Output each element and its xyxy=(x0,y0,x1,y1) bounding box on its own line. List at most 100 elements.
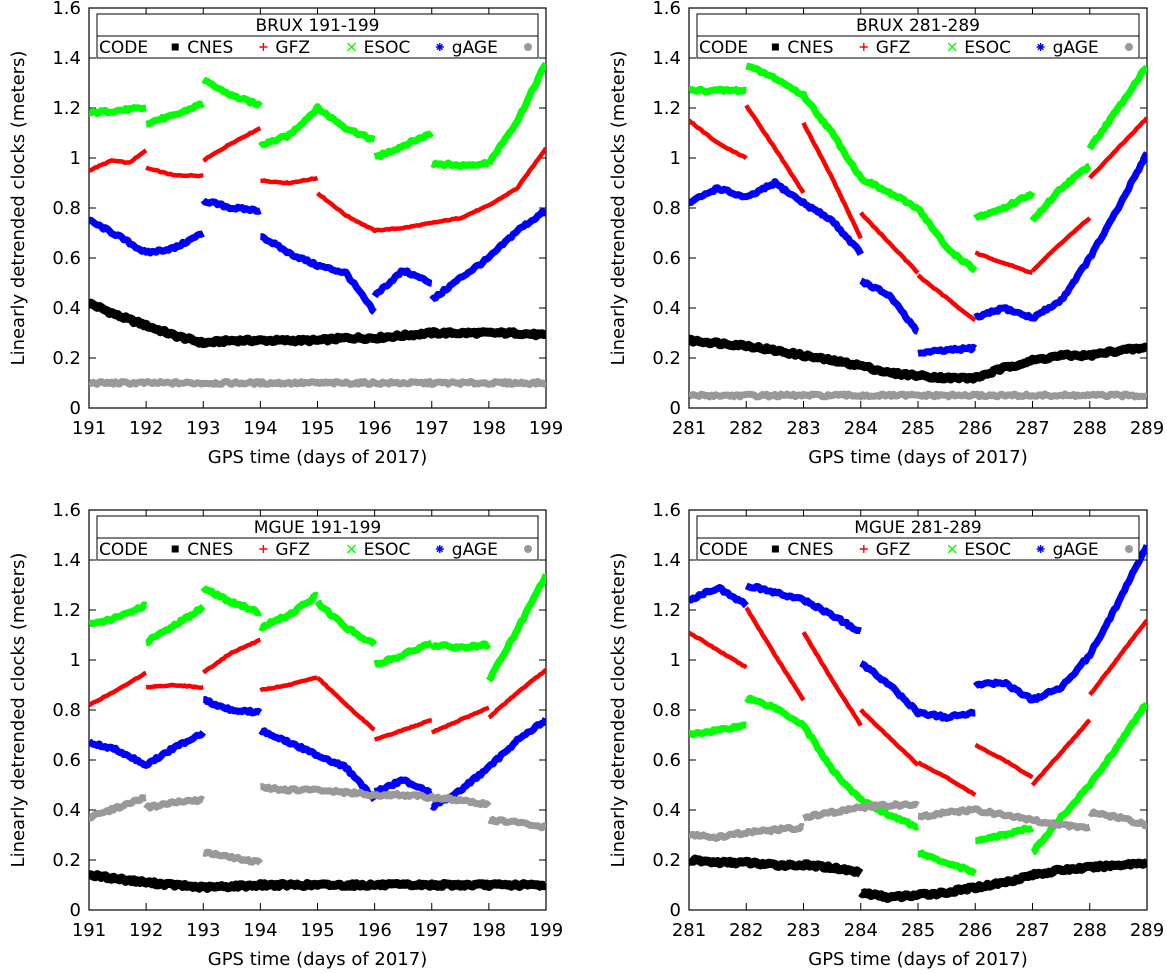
series-segment xyxy=(486,573,546,683)
series-code xyxy=(689,854,1147,903)
y-tick-label: 1.6 xyxy=(652,500,681,521)
legend-label: ESOC xyxy=(964,38,1011,58)
series-segment xyxy=(689,390,1147,401)
series-segment xyxy=(258,783,492,809)
legend-marker xyxy=(947,42,957,52)
y-tick-label: 0.4 xyxy=(52,800,81,821)
x-tick-label: 192 xyxy=(129,920,163,941)
legend-label: gAGE xyxy=(1053,38,1099,58)
chart-panel-2: 0 0.2 0.4 0.6 0.8 1 1.2 1.4 1.6 281 282 283 284 285 28… xyxy=(608,0,1164,468)
legend-marker xyxy=(435,545,444,553)
x-axis-label: GPS time (days of 2017) xyxy=(808,447,1027,468)
legend-marker xyxy=(435,43,444,51)
legend-marker xyxy=(171,545,179,553)
x-tick-label: 286 xyxy=(958,920,992,941)
series-cnes xyxy=(89,637,546,742)
series-segment xyxy=(89,794,148,822)
legend-box xyxy=(696,537,1140,561)
y-tick-label: 0.8 xyxy=(652,198,681,219)
series-segment xyxy=(316,675,376,732)
x-axis-label: GPS time (days of 2017) xyxy=(808,949,1027,970)
legend-label: CODE xyxy=(699,38,748,58)
y-tick-label: 1 xyxy=(70,650,81,671)
y-tick-label: 1.2 xyxy=(52,600,81,621)
series-segment xyxy=(916,273,977,323)
series-segment xyxy=(859,211,920,275)
series-segment xyxy=(200,585,263,617)
x-tick-label: 195 xyxy=(300,920,334,941)
legend-entry-esoc: ESOC xyxy=(364,38,444,58)
chart-title: MGUE 191-199 xyxy=(254,518,381,538)
series-segment xyxy=(1088,618,1147,697)
series-segment xyxy=(201,848,264,866)
series-segment xyxy=(89,216,205,257)
legend-marker xyxy=(859,545,868,553)
series-segment xyxy=(744,606,806,702)
x-tick-label: 197 xyxy=(415,920,449,941)
series-segment xyxy=(689,85,748,96)
series-segment xyxy=(89,378,546,388)
x-tick-label: 285 xyxy=(901,920,935,941)
series-segment xyxy=(373,718,432,742)
legend-box xyxy=(696,35,1140,59)
series-segment xyxy=(1030,216,1092,273)
legend-label: CODE xyxy=(699,540,748,560)
legend-entry-esoc: ESOC xyxy=(964,540,1045,560)
y-tick-label: 0 xyxy=(670,398,681,419)
series-segment xyxy=(89,601,148,628)
legend-box xyxy=(96,537,539,561)
series-segment xyxy=(144,603,206,647)
series-segment xyxy=(917,760,977,797)
plot-area xyxy=(89,61,546,388)
series-segment xyxy=(916,805,1092,832)
x-tick-label: 198 xyxy=(472,920,506,941)
x-tick-label: 194 xyxy=(243,418,277,439)
series-segment xyxy=(972,544,1147,704)
legend-entry-gage: gAGE xyxy=(1053,38,1133,58)
series-segment xyxy=(974,742,1034,780)
legend-label: gAGE xyxy=(1053,540,1099,560)
y-tick-label: 0.4 xyxy=(652,298,681,319)
y-tick-label: 1.6 xyxy=(52,0,81,19)
series-esoc xyxy=(89,696,546,811)
x-tick-label: 284 xyxy=(844,920,878,941)
y-tick-label: 0.4 xyxy=(52,298,81,319)
x-tick-label: 289 xyxy=(1130,920,1164,941)
series-segment xyxy=(143,795,205,812)
series-segment xyxy=(744,694,920,831)
legend-entry-esoc: ESOC xyxy=(964,38,1045,58)
series-segment xyxy=(689,584,749,609)
legend-label: gAGE xyxy=(452,38,498,58)
series-segment xyxy=(258,103,377,149)
y-tick-label: 0.8 xyxy=(52,700,81,721)
x-tick-label: 196 xyxy=(357,920,391,941)
legend-label: GFZ xyxy=(876,38,911,58)
legend-label: CNES xyxy=(787,540,833,560)
series-segment xyxy=(1088,116,1147,180)
series-gfz xyxy=(689,62,1147,274)
y-tick-label: 1 xyxy=(70,148,81,169)
x-tick-label: 286 xyxy=(958,418,992,439)
y-tick-label: 1 xyxy=(670,650,681,671)
y-tick-label: 0.2 xyxy=(52,348,81,369)
series-code xyxy=(89,870,546,893)
x-tick-label: 287 xyxy=(1015,920,1049,941)
series-segment xyxy=(801,631,863,727)
y-tick-label: 0 xyxy=(670,900,681,921)
chart-title: BRUX 191-199 xyxy=(256,16,380,36)
legend-entry-gfz: GFZ xyxy=(275,38,357,58)
legend-marker xyxy=(1036,545,1045,553)
series-segment xyxy=(201,637,262,675)
legend-entry-code: CODE xyxy=(699,540,779,560)
series-segment xyxy=(89,148,148,173)
x-axis-label: GPS time (days of 2017) xyxy=(208,447,427,468)
series-segment xyxy=(259,675,318,693)
series-segment xyxy=(973,190,1036,222)
series-segment xyxy=(429,640,492,652)
x-tick-label: 284 xyxy=(844,418,878,439)
x-tick-label: 288 xyxy=(1073,418,1107,439)
series-segment xyxy=(689,334,1147,384)
series-cnes xyxy=(689,606,1147,797)
series-segment xyxy=(314,599,378,647)
legend-label: ESOC xyxy=(964,540,1011,560)
